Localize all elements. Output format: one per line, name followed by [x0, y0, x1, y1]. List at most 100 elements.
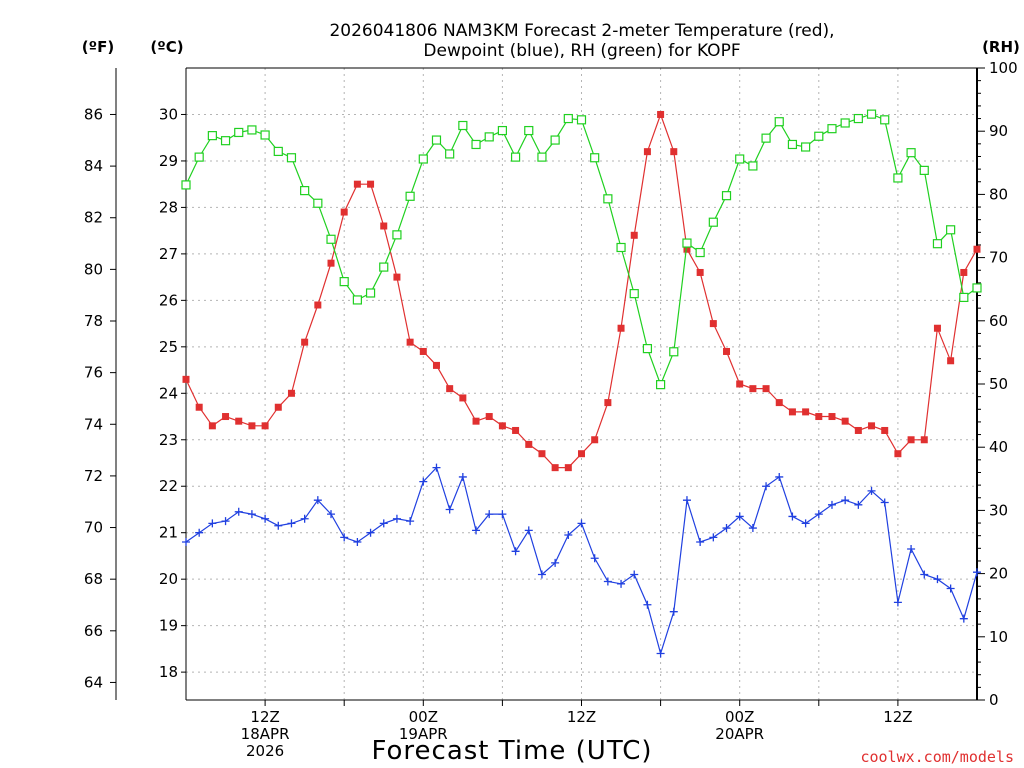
dewpoint-point — [814, 510, 823, 519]
dewpoint-point — [564, 531, 573, 540]
temperature-point — [406, 338, 414, 346]
time-tick-label: 18APR — [241, 725, 290, 743]
chart-title-line-2: Dewpoint (blue), RH (green) for KOPF — [423, 41, 740, 61]
temperature-point — [696, 268, 704, 276]
temperature-point — [353, 180, 361, 188]
rh-point — [695, 247, 705, 258]
temperature-point — [512, 426, 520, 434]
celsius-tick-label: 29 — [159, 152, 178, 170]
temperature-point — [551, 464, 559, 472]
celsius-tick-label: 25 — [159, 338, 178, 356]
dewpoint-point — [419, 477, 428, 486]
temperature-point — [762, 385, 770, 393]
dewpoint-point — [458, 472, 467, 481]
dewpoint-point — [537, 570, 546, 579]
dewpoint-point — [274, 521, 283, 530]
celsius-tick-label: 20 — [159, 570, 178, 588]
source-credit[interactable]: coolwx.com/models — [860, 748, 1014, 766]
temperature-point — [274, 403, 282, 411]
rh-point — [194, 152, 204, 162]
dewpoint-point — [920, 570, 929, 579]
temperature-point — [709, 320, 717, 328]
temperature-point — [788, 408, 796, 416]
dewpoint-point — [669, 607, 678, 616]
temperature-point — [235, 417, 243, 425]
x-axis-label: Forecast Time (UTC) — [371, 736, 652, 766]
temperature-point — [815, 413, 823, 421]
time-tick-label: 20APR — [715, 725, 764, 743]
rh-point — [840, 118, 850, 128]
dewpoint-point — [630, 570, 639, 579]
rh-point — [510, 152, 521, 162]
time-tick-label: 12Z — [250, 708, 279, 726]
fahrenheit-tick-label: 86 — [84, 105, 103, 123]
temperature-point — [301, 338, 309, 346]
temperature-point — [578, 450, 585, 458]
rh-point — [603, 194, 613, 204]
dewpoint-point — [735, 512, 744, 521]
temperature-point — [498, 422, 506, 430]
temperature-point — [670, 148, 678, 156]
rh-unit-label: (RH) — [982, 38, 1020, 56]
rh-tick-label: 40 — [989, 438, 1008, 456]
rh-point — [708, 217, 718, 227]
dewpoint-point — [827, 500, 836, 509]
temperature-point — [538, 450, 546, 458]
rh-point — [946, 225, 956, 235]
series-1 — [182, 463, 981, 658]
dewpoint-point — [762, 482, 771, 491]
dewpoint-point — [498, 510, 507, 519]
temperature-point — [894, 450, 902, 458]
temperature-point — [195, 403, 203, 411]
dewpoint-point — [511, 547, 520, 556]
dewpoint-point — [788, 512, 797, 521]
rh-point — [207, 131, 217, 141]
temperature-point — [182, 375, 190, 383]
dewpoint-point — [590, 554, 599, 563]
dewpoint-point — [353, 538, 362, 546]
rh-point — [563, 113, 573, 124]
dewpoint-point — [551, 558, 560, 567]
rh-point — [537, 152, 547, 162]
fahrenheit-tick-label: 72 — [84, 467, 103, 485]
dewpoint-point — [261, 514, 270, 523]
rh-point — [787, 139, 798, 150]
grid-lines — [186, 68, 977, 700]
temperature-point — [802, 408, 810, 416]
rh-point — [735, 154, 745, 164]
temperature-point — [208, 422, 216, 430]
temperature-point — [868, 422, 876, 430]
dewpoint-point — [577, 519, 586, 528]
dewpoint-point — [485, 510, 494, 519]
celsius-tick-label: 19 — [159, 617, 178, 635]
rh-point — [906, 148, 916, 158]
time-tick-label: 00Z — [409, 708, 438, 726]
dewpoint-point — [933, 575, 942, 584]
rh-point — [972, 283, 982, 293]
dewpoint-point — [775, 472, 784, 481]
temperature-point — [340, 208, 348, 216]
fahrenheit-tick-label: 64 — [84, 673, 103, 691]
celsius-tick-label: 26 — [159, 291, 178, 309]
temperature-point — [828, 413, 836, 421]
chart-title: 2026041806 NAM3KM Forecast 2-meter Tempe… — [329, 21, 834, 61]
dewpoint-point — [880, 498, 889, 507]
temperature-point — [775, 399, 783, 407]
temperature-point — [749, 385, 757, 393]
temperature-point — [920, 436, 928, 444]
dewpoint-point — [946, 584, 955, 593]
time-tick-label: 00Z — [725, 708, 754, 726]
celsius-tick-label: 22 — [159, 477, 178, 495]
rh-point — [814, 131, 824, 141]
rh-point — [379, 262, 389, 272]
rh-point — [629, 289, 639, 299]
temperature-point — [314, 301, 322, 309]
rh-point — [445, 149, 455, 159]
rh-tick-label: 0 — [989, 691, 999, 709]
fahrenheit-tick-label: 80 — [84, 260, 103, 278]
rh-point — [721, 191, 732, 201]
dewpoint-point — [195, 528, 204, 537]
rh-point — [352, 295, 362, 305]
rh-tick-label: 90 — [989, 122, 1008, 140]
temperature-point — [564, 464, 572, 472]
